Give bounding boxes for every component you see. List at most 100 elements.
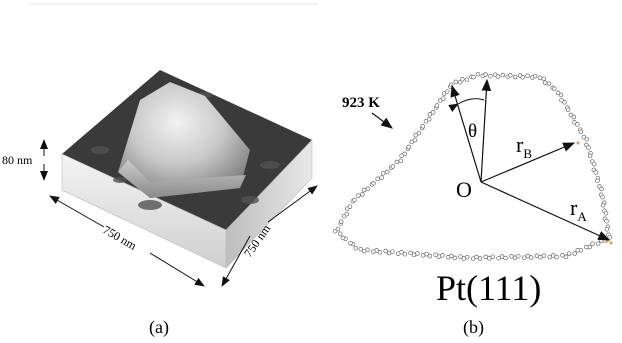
contour-dot: [460, 77, 465, 82]
edge-left-arrow-b: [149, 252, 205, 287]
side-wall-right: [225, 139, 313, 269]
contour-dot: [496, 255, 501, 261]
contour-dot: [340, 235, 346, 241]
contour-dot: [488, 73, 493, 79]
contour-dot: [566, 251, 572, 256]
contour-dot: [402, 251, 408, 257]
contour-dot: [420, 253, 426, 258]
contour-dot: [603, 210, 609, 216]
contour-dot: [445, 255, 451, 260]
contour-dot: [483, 254, 489, 260]
edge-left-arrow-a: [49, 195, 105, 228]
contour-dot: [532, 73, 538, 79]
contour-dot: [575, 248, 580, 253]
contour-dot: [402, 151, 407, 157]
edge-right-arrow-b: [221, 235, 251, 287]
contour-dot: [408, 250, 413, 256]
contour-dot: [457, 79, 463, 85]
contour-dot: [470, 256, 476, 261]
origin-label: O: [456, 177, 472, 202]
contour-dot: [441, 96, 446, 101]
contour-dot: [565, 107, 571, 112]
contour-dot: [521, 255, 527, 260]
contour-dot: [495, 74, 501, 79]
contour-dot: [434, 103, 440, 108]
ra-vector: [480, 181, 611, 241]
contour-dot: [584, 136, 590, 142]
theta-label: θ: [468, 121, 477, 142]
contour-dot: [356, 193, 361, 198]
contour-accent-dot: [609, 241, 613, 245]
contour-dot: [427, 253, 433, 259]
contour-dot: [598, 238, 604, 243]
contour-dot: [426, 117, 432, 122]
contour-dot: [525, 73, 530, 79]
ra-label: rA: [570, 195, 587, 224]
edge-left-label: 750 nm: [101, 222, 140, 253]
contour-dot: [371, 249, 376, 254]
contour-dot: [337, 231, 343, 237]
contour-dot: [595, 241, 601, 246]
contour-dot: [384, 169, 390, 175]
contour-dot: [379, 175, 384, 180]
contour-dot: [499, 254, 505, 259]
contour-dot: [452, 255, 457, 261]
height-scale-label: 80 nm: [2, 153, 33, 167]
contour-dot: [371, 180, 376, 186]
contour-dot: [436, 254, 442, 259]
contour-dot: [512, 74, 518, 80]
contour-dot: [358, 246, 364, 252]
contour-dot: [375, 176, 380, 182]
contour-dot: [445, 89, 450, 94]
contour-dot: [461, 256, 467, 261]
contour-dot: [411, 252, 417, 258]
contour-dot: [458, 254, 463, 259]
contour-accent-dot: [576, 141, 580, 145]
island-contour: [332, 71, 613, 261]
contour-dot: [591, 161, 597, 167]
contour-dot: [560, 253, 565, 258]
contour-dot: [474, 254, 479, 260]
contour-dot: [593, 170, 599, 175]
contour-dot: [546, 81, 552, 86]
edge-right-arrow-a: [267, 185, 318, 223]
contour-dot: [558, 92, 564, 98]
contour-dot: [433, 252, 438, 257]
contour-dot: [595, 178, 600, 183]
contour-dot: [365, 186, 371, 192]
contour-dot: [406, 144, 411, 150]
contour-dot: [416, 130, 422, 136]
contour-dot: [509, 254, 514, 259]
contour-dot: [475, 71, 481, 77]
contour-dot: [377, 250, 383, 255]
contour-dot: [568, 112, 574, 118]
contour-dot: [520, 75, 525, 80]
theta-arc: [448, 98, 485, 112]
contour-dot: [360, 192, 365, 197]
contour-dot: [386, 250, 392, 256]
contour-dot: [604, 218, 609, 224]
contour-dot: [500, 72, 506, 78]
contour-dot: [551, 86, 557, 91]
panel-b-shape: 923 K θ O rB rA Pt(111) (b): [332, 71, 613, 338]
surface-label: Pt(111): [436, 268, 541, 308]
contour-dot: [541, 253, 547, 258]
contour-dot: [464, 77, 470, 82]
contour-dot: [572, 120, 577, 125]
contour-dot: [572, 251, 577, 256]
theta-reference-line: [450, 84, 482, 183]
contour-dot: [599, 186, 604, 192]
contour-dot: [398, 158, 404, 164]
contour-dot: [430, 110, 436, 115]
temperature-label: 923 K: [342, 95, 380, 111]
panel-a-afm-block: 80 nm 750 nm 750 nm (a): [2, 70, 318, 338]
contour-dot: [344, 211, 350, 217]
contour-dot: [395, 251, 401, 256]
contour-dot: [607, 234, 613, 240]
contour-dot: [394, 159, 400, 165]
contour-dot: [423, 118, 429, 124]
contour-dot: [600, 194, 605, 200]
contour-dot: [586, 145, 591, 150]
contour-dot: [587, 153, 593, 159]
contour-dot: [453, 79, 458, 85]
